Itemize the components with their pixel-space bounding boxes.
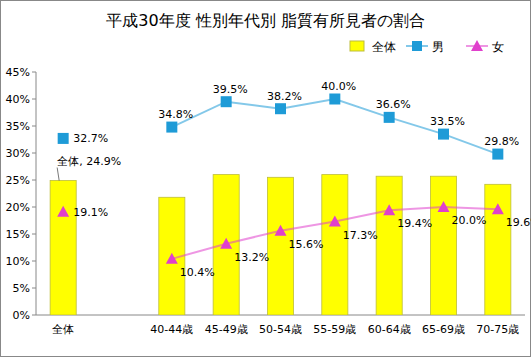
data-label: 15.6% <box>289 238 324 251</box>
bar <box>322 175 348 315</box>
data-label: 19.6% <box>506 216 531 229</box>
data-label: 19.1% <box>73 206 108 219</box>
category-label: 50-54歳 <box>259 323 302 336</box>
marks <box>50 94 511 316</box>
category-label: 65-69歳 <box>422 323 465 336</box>
marker <box>438 201 450 212</box>
title: 平成30年度 性別年代別 脂質有所見者の割合 <box>106 11 425 30</box>
bar <box>376 176 402 315</box>
marker <box>383 204 395 215</box>
category-label: 55-59歳 <box>313 323 356 336</box>
category-label: 70-75歳 <box>476 323 519 336</box>
bar <box>213 175 239 315</box>
category-label: 60-64歳 <box>368 323 411 336</box>
marker <box>438 129 449 140</box>
marker <box>166 253 178 264</box>
tick-label: 20% <box>6 201 30 214</box>
legend-label: 男 <box>432 40 444 54</box>
tick-mark <box>32 153 36 154</box>
marker <box>384 112 395 123</box>
data-label: 全体, 24.9% <box>57 155 121 168</box>
tick-label: 5% <box>13 282 30 295</box>
legend-swatch <box>350 41 364 51</box>
marker <box>329 216 341 227</box>
y-axis <box>36 72 37 315</box>
data-label: 29.8% <box>484 135 519 148</box>
tick-mark <box>32 180 36 181</box>
chart-frame <box>1 1 531 357</box>
tick-mark <box>32 261 36 262</box>
tick-mark <box>32 126 36 127</box>
legend-swatch <box>471 40 483 51</box>
category-label: 45-49歳 <box>205 323 248 336</box>
marker <box>329 94 340 105</box>
data-label: 17.3% <box>343 229 378 242</box>
marker <box>275 103 286 114</box>
legend-label: 全体 <box>372 40 396 54</box>
data-labels: 全体, 24.9% 32.7% 34.8% 39.5% 38.2% 40.0% 36.6% 3… <box>57 80 531 279</box>
line <box>172 207 498 259</box>
tick-label: 0% <box>13 309 30 322</box>
tick-label: 15% <box>6 228 30 241</box>
data-label: 36.6% <box>376 98 411 111</box>
data-label: 33.5% <box>430 115 465 128</box>
data-label: 20.0% <box>452 214 487 227</box>
data-label: 10.4% <box>180 266 215 279</box>
legend-swatch <box>412 41 422 51</box>
marker <box>57 206 69 217</box>
data-label: 34.8% <box>158 108 193 121</box>
tick-label: 10% <box>6 255 30 268</box>
tick-label: 35% <box>6 120 30 133</box>
marker <box>58 133 69 144</box>
tick-label: 40% <box>6 93 30 106</box>
data-label: 38.2% <box>267 90 302 103</box>
bar <box>430 176 456 315</box>
tick-mark <box>32 99 36 100</box>
marker <box>220 238 232 249</box>
data-label: 39.5% <box>213 83 248 96</box>
category-label: 全体 <box>52 323 74 336</box>
legend-label: 女 <box>492 40 504 54</box>
tick-mark <box>32 288 36 289</box>
tick-mark <box>32 207 36 208</box>
tick-mark <box>32 234 36 235</box>
marker <box>492 203 504 214</box>
chart: 平成30年度 性別年代別 脂質有所見者の割合 0% 5% 10% 15% 20% 25% 30… <box>0 0 531 357</box>
bar <box>485 184 511 315</box>
data-label: 19.4% <box>397 217 432 230</box>
data-label: 32.7% <box>73 132 108 145</box>
tick-label: 25% <box>6 174 30 187</box>
data-label: 13.2% <box>234 251 269 264</box>
category-label: 40-44歳 <box>150 323 193 336</box>
tick-mark <box>32 72 36 73</box>
label-leader <box>57 168 59 181</box>
legend: 全体 男 女 <box>350 40 504 54</box>
tick-label: 30% <box>6 147 30 160</box>
tick-label: 45% <box>6 66 30 79</box>
line <box>172 99 498 154</box>
data-label: 40.0% <box>321 80 356 93</box>
marker <box>492 149 503 160</box>
marker <box>275 225 287 236</box>
marker <box>166 122 177 133</box>
tick-mark <box>32 315 36 316</box>
marker <box>221 96 232 107</box>
bar <box>50 181 76 315</box>
